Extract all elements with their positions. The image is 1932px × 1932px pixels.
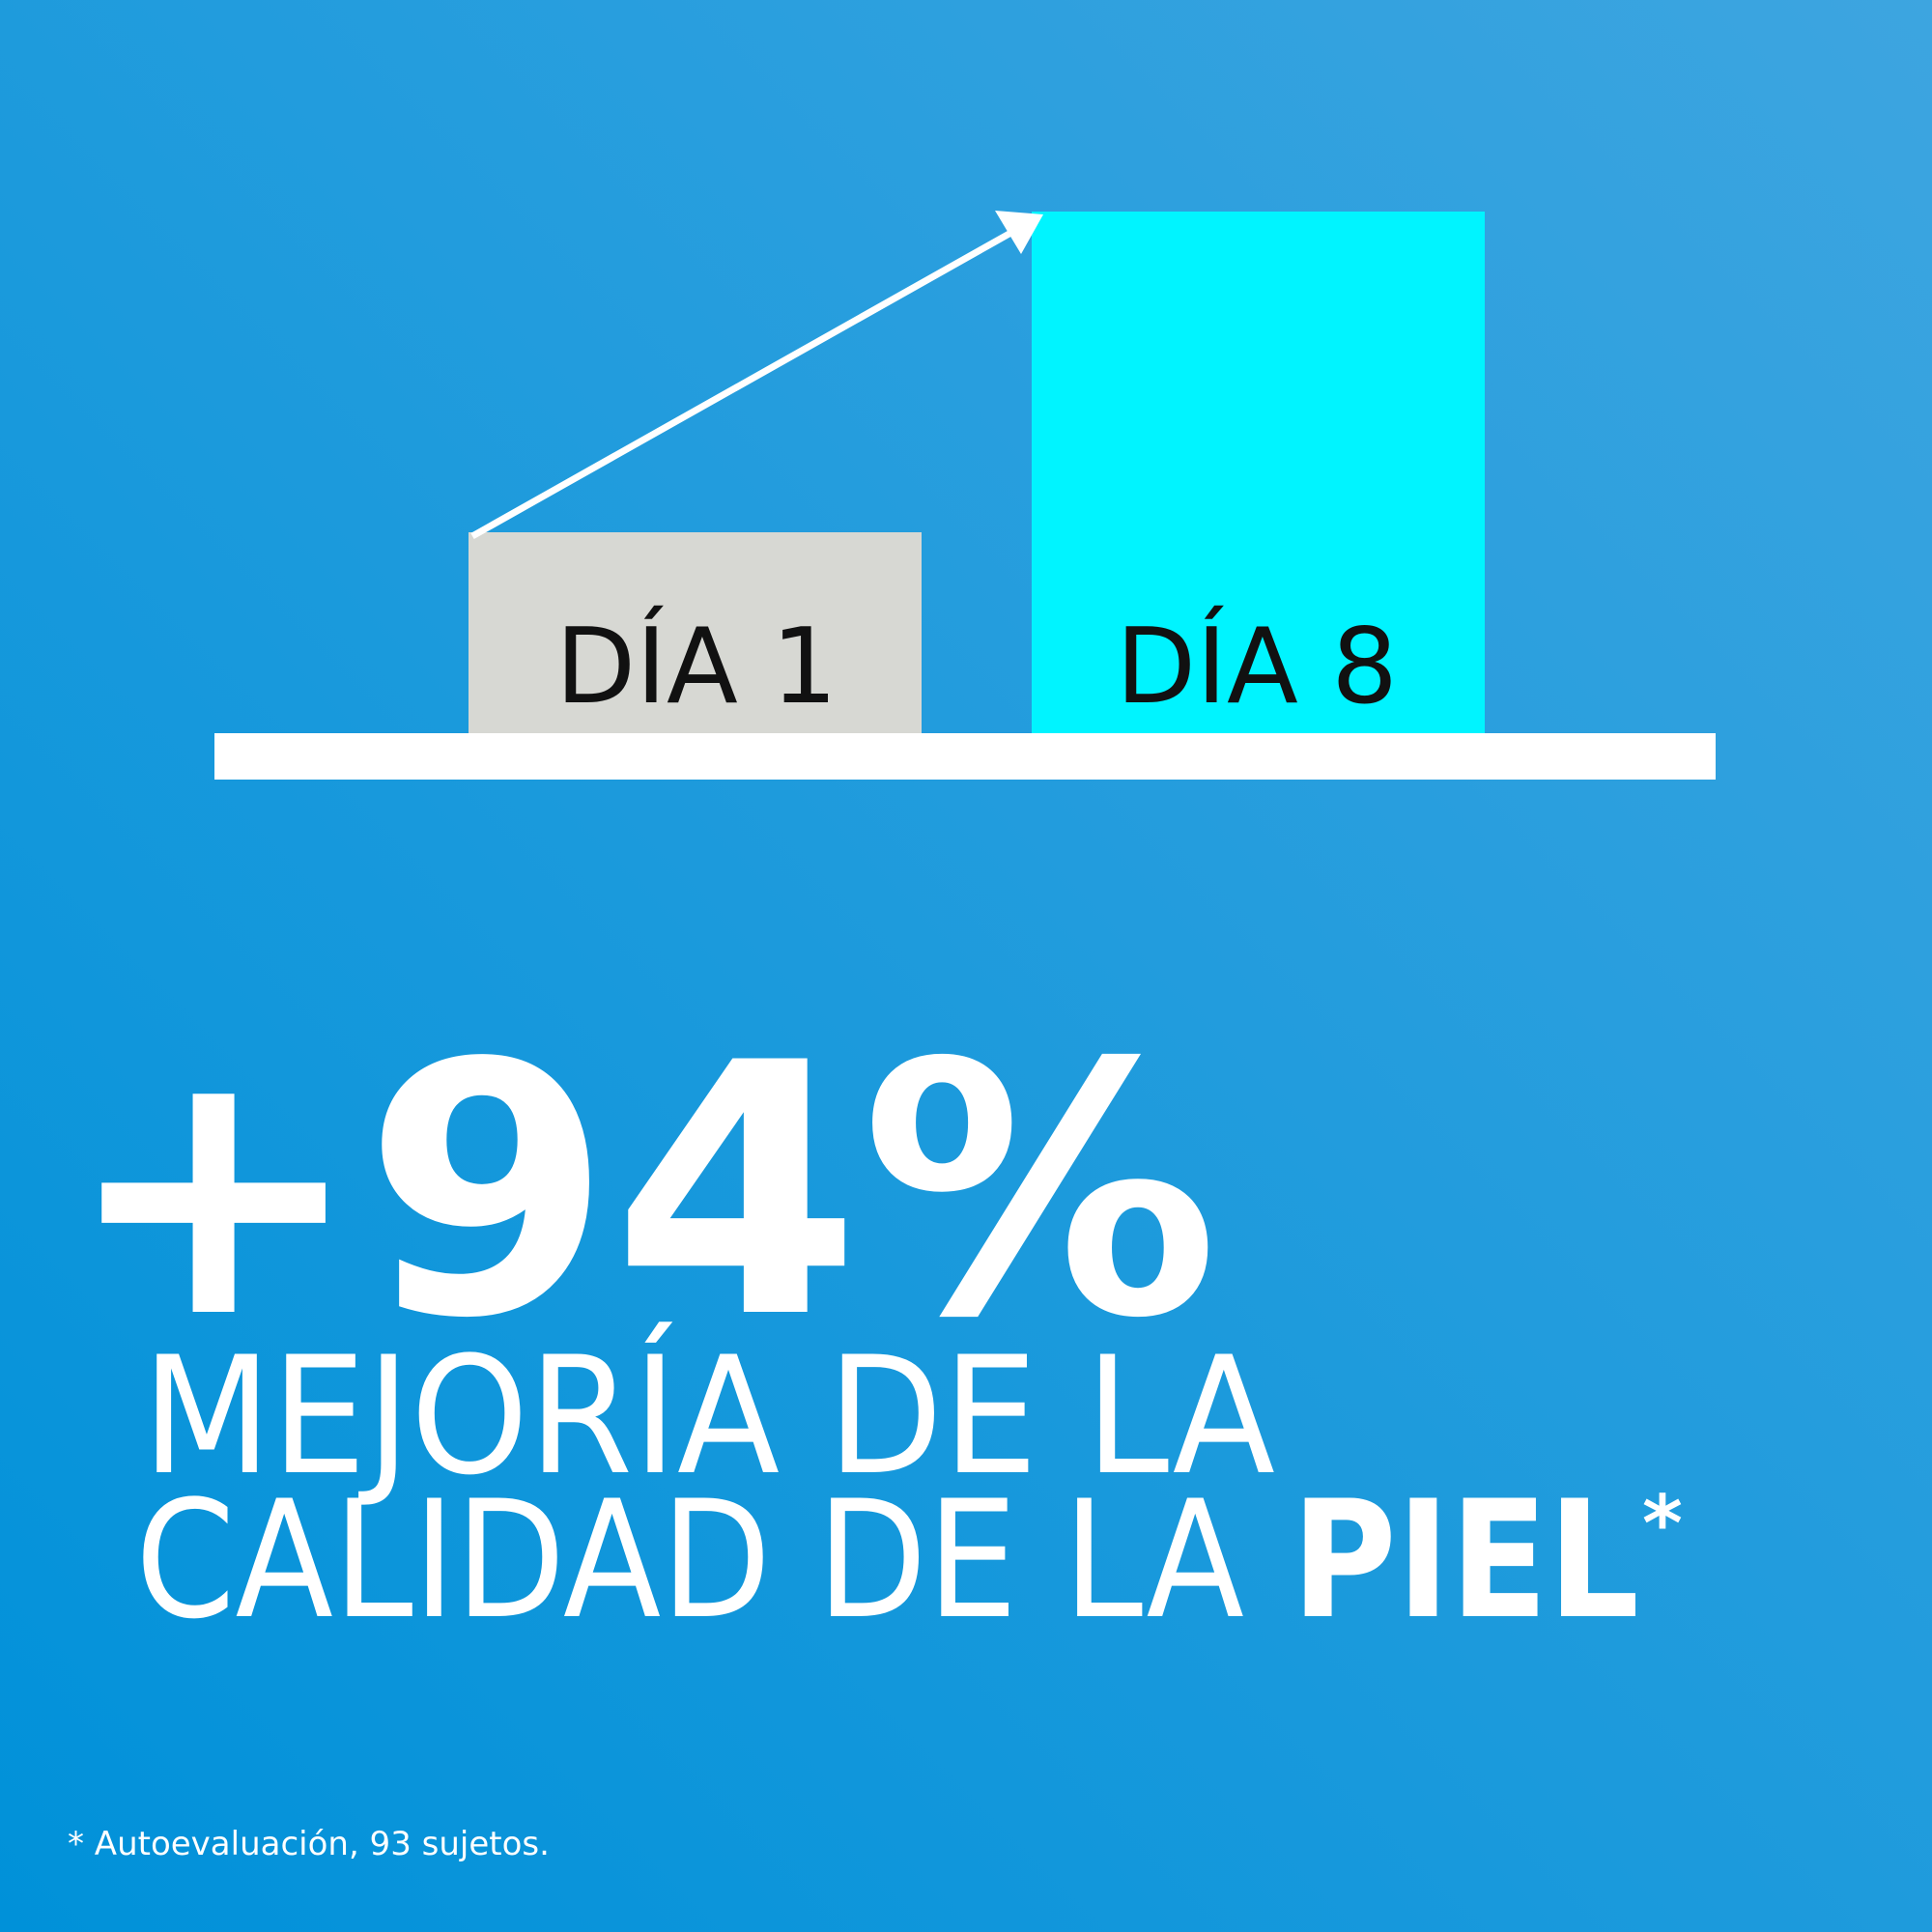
day1-label: DÍA 1 (555, 605, 838, 727)
asterisk: * (1642, 1479, 1683, 1569)
headline-line1: MEJORÍA DE LA (142, 1321, 1275, 1511)
day1-bar (469, 532, 922, 735)
baseline (214, 733, 1716, 780)
arrow-head (995, 211, 1043, 254)
headline-bold: PIEL (1292, 1465, 1639, 1655)
day8-bar (1032, 212, 1485, 735)
day8-label: DÍA 8 (1116, 605, 1398, 727)
headline-line2: CALIDAD DE LA (135, 1465, 1244, 1655)
headline-figure: +94% (64, 989, 1219, 1394)
trend-arrow (470, 227, 1016, 540)
footnote: * Autoevaluación, 93 sujetos. (68, 1825, 550, 1863)
